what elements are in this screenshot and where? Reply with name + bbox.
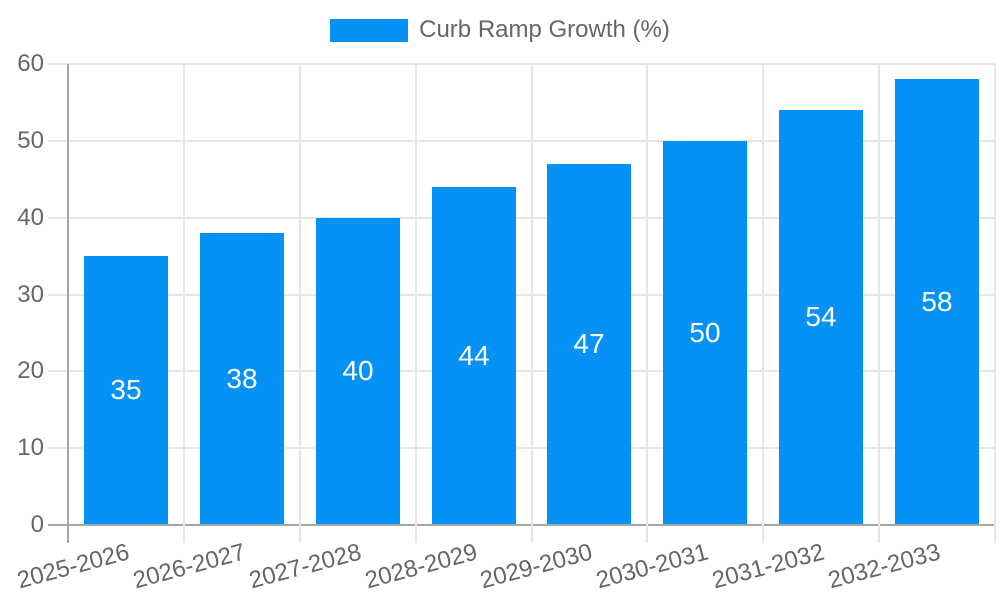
y-tick-label: 30 — [17, 281, 44, 308]
legend: Curb Ramp Growth (%) — [0, 17, 1000, 43]
y-gridline — [48, 63, 995, 65]
bar-value-label: 47 — [573, 328, 605, 359]
y-gridline — [48, 294, 995, 296]
x-tick-label: 2029-2030 — [477, 538, 596, 595]
x-gridline — [299, 64, 301, 543]
bar-value-label: 58 — [921, 286, 953, 317]
legend-item-curb-ramp-growth[interactable]: Curb Ramp Growth (%) — [330, 17, 670, 43]
x-gridline — [183, 64, 185, 543]
bar — [547, 164, 631, 524]
legend-label: Curb Ramp Growth (%) — [419, 16, 670, 43]
bar-value-label: 40 — [342, 355, 374, 386]
x-gridline — [994, 64, 996, 543]
bar-value-label: 54 — [805, 301, 837, 332]
y-gridline — [48, 140, 995, 142]
x-tick-label: 2030-2031 — [593, 538, 712, 595]
bar — [432, 187, 516, 524]
y-tick-label: 50 — [17, 127, 44, 154]
bar — [200, 233, 284, 524]
y-tick-label: 40 — [17, 204, 44, 231]
x-tick-label: 2032-2033 — [825, 538, 944, 595]
bar — [663, 141, 747, 524]
bar-value-label: 44 — [458, 340, 490, 371]
x-tick-label: 2028-2029 — [362, 538, 481, 595]
x-gridline — [646, 64, 648, 543]
y-gridline — [48, 370, 995, 372]
x-tick-label: 2031-2032 — [709, 538, 828, 595]
bar — [779, 110, 863, 524]
x-axis-line — [48, 524, 995, 526]
y-tick-label: 10 — [17, 434, 44, 461]
bar-value-label: 38 — [226, 363, 258, 394]
bar-value-label: 50 — [689, 317, 721, 348]
y-tick-label: 0 — [30, 511, 44, 538]
y-axis-line — [67, 64, 69, 543]
y-gridline — [48, 447, 995, 449]
legend-swatch-icon — [330, 18, 409, 42]
x-tick-label: 2026-2027 — [130, 538, 249, 595]
x-gridline — [531, 64, 533, 543]
x-gridline — [878, 64, 880, 543]
y-gridline — [48, 217, 995, 219]
x-tick-label: 2027-2028 — [246, 538, 365, 595]
bar — [316, 218, 400, 524]
bar — [84, 256, 168, 524]
bar-value-label: 35 — [110, 374, 142, 405]
y-tick-label: 20 — [17, 357, 44, 384]
y-tick-label: 60 — [17, 50, 44, 77]
x-tick-label: 2025-2026 — [14, 538, 133, 595]
x-gridline — [415, 64, 417, 543]
bar — [895, 79, 979, 524]
x-gridline — [762, 64, 764, 543]
